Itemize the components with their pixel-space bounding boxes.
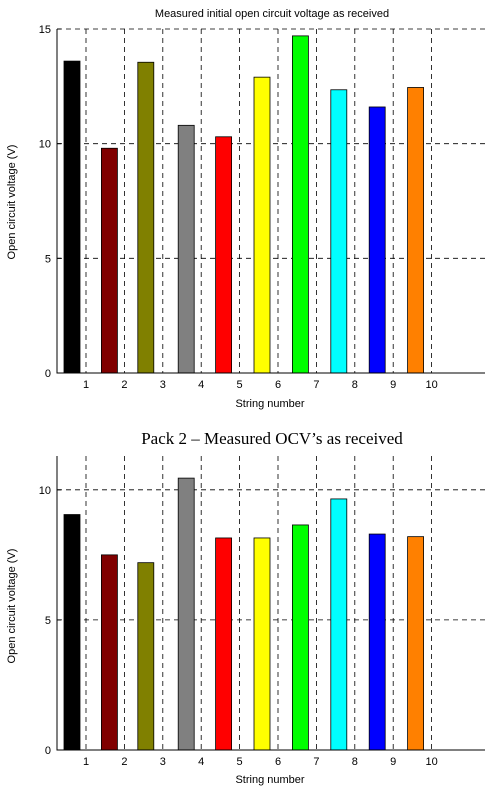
chart-1-x-tick-label: 9 xyxy=(390,379,396,391)
chart-2-x-tick-label: 4 xyxy=(198,756,204,768)
chart-1-y-tick-label: 5 xyxy=(45,253,51,265)
chart-2-bar-6 xyxy=(253,537,271,751)
chart-2-y-axis-label: Open circuit voltage (V) xyxy=(6,549,18,664)
chart-1-x-tick-label: 1 xyxy=(83,379,89,391)
chart-1-y-tick-label: 15 xyxy=(39,24,51,36)
chart-2-bar-10 xyxy=(407,536,425,751)
chart-2-bar-7 xyxy=(291,524,309,751)
chart-1-x-tick-label: 7 xyxy=(313,379,319,391)
chart-1-bar-7 xyxy=(291,35,309,374)
chart-1-y-tick-label: 0 xyxy=(45,368,51,380)
chart-1-bar-10 xyxy=(407,87,425,374)
chart-2-plot-area: 0 5 10 1 2 3 4 5 6 7 8 9 10 xyxy=(39,456,485,768)
chart-2-x-axis-label: String number xyxy=(235,774,304,786)
chart-1-x-tick-label: 6 xyxy=(275,379,281,391)
chart-2-x-tick-label: 2 xyxy=(121,756,127,768)
chart-1-bar-9 xyxy=(368,106,386,374)
chart-2-y-tick-label: 10 xyxy=(39,485,51,497)
chart-1-bar-6 xyxy=(253,76,271,374)
chart-2-title: Pack 2 – Measured OCV’s as received xyxy=(141,429,403,448)
chart-1-x-tick-label: 3 xyxy=(160,379,166,391)
chart-1-x-tick-label: 10 xyxy=(425,379,437,391)
chart-2-bar-8 xyxy=(330,498,348,751)
chart-2-x-tick-label: 10 xyxy=(425,756,437,768)
chart-2-bar-3 xyxy=(137,562,155,751)
chart-2-bar-5 xyxy=(215,537,233,751)
chart-1-bar-5 xyxy=(215,136,233,374)
chart-2-y-tick-label: 5 xyxy=(45,615,51,627)
chart-1-bar-3 xyxy=(137,61,155,374)
chart-1-y-tick-label: 10 xyxy=(39,139,51,151)
chart-1-x-tick-label: 8 xyxy=(352,379,358,391)
chart-1-x-tick-label: 5 xyxy=(237,379,243,391)
chart-1-x-tick-label: 4 xyxy=(198,379,204,391)
chart-1-bar-1 xyxy=(63,60,81,374)
chart-1-bar-4 xyxy=(177,124,195,374)
chart-1-bar-2 xyxy=(101,147,118,374)
chart-1-y-axis-label: Open circuit voltage (V) xyxy=(6,145,18,260)
chart-2-x-tick-label: 6 xyxy=(275,756,281,768)
chart-2-x-tick-label: 1 xyxy=(83,756,89,768)
chart-2-x-tick-label: 3 xyxy=(160,756,166,768)
chart-1: Measured initial open circuit voltage as… xyxy=(6,8,485,410)
chart-2-bar-1 xyxy=(63,514,81,751)
chart-1-bar-8 xyxy=(330,89,348,374)
chart-2-x-tick-label: 8 xyxy=(352,756,358,768)
chart-1-x-tick-label: 2 xyxy=(121,379,127,391)
chart-1-plot-area: 0 5 10 15 1 2 3 4 5 6 7 8 9 10 xyxy=(39,24,485,391)
chart-2-bar-2 xyxy=(101,554,118,751)
chart-2-y-tick-label: 0 xyxy=(45,745,51,757)
chart-2-x-tick-label: 7 xyxy=(313,756,319,768)
chart-2-x-tick-label: 9 xyxy=(390,756,396,768)
chart-1-title: Measured initial open circuit voltage as… xyxy=(155,8,389,20)
chart-2-bar-9 xyxy=(368,533,386,751)
chart-2-bar-4 xyxy=(177,477,195,751)
chart-2-x-tick-label: 5 xyxy=(237,756,243,768)
chart-1-x-axis-label: String number xyxy=(235,398,304,410)
chart-2: Pack 2 – Measured OCV’s as received Open… xyxy=(6,429,485,786)
